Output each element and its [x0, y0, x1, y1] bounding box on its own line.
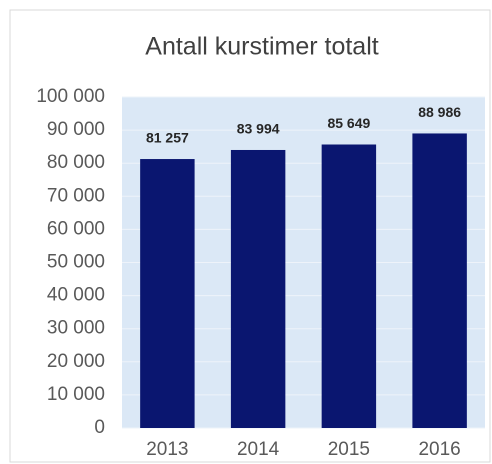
chart-title: Antall kurstimer totalt: [145, 33, 378, 61]
y-tick-label: 0: [94, 417, 105, 438]
y-tick-label: 30 000: [47, 318, 105, 339]
y-tick-label: 80 000: [47, 152, 105, 173]
y-tick-label: 100 000: [36, 86, 105, 107]
bar: [140, 159, 195, 428]
x-tick-label: 2013: [146, 439, 188, 460]
value-label: 83 994: [237, 121, 280, 137]
y-tick-label: 90 000: [47, 119, 105, 140]
y-tick-label: 60 000: [47, 218, 105, 239]
value-label: 85 649: [327, 115, 370, 131]
y-tick-label: 40 000: [47, 285, 105, 306]
y-tick-label: 50 000: [47, 252, 105, 273]
value-label: 88 986: [418, 104, 461, 120]
x-tick-label: 2016: [418, 439, 460, 460]
value-label: 81 257: [146, 130, 189, 146]
bar: [321, 144, 377, 428]
bar: [412, 133, 467, 428]
bar: [230, 149, 286, 428]
y-tick-label: 70 000: [47, 185, 105, 206]
y-tick-label: 10 000: [47, 384, 105, 405]
x-tick-label: 2015: [328, 439, 370, 460]
y-tick-label: 20 000: [47, 351, 105, 372]
x-tick-label: 2014: [237, 439, 280, 460]
